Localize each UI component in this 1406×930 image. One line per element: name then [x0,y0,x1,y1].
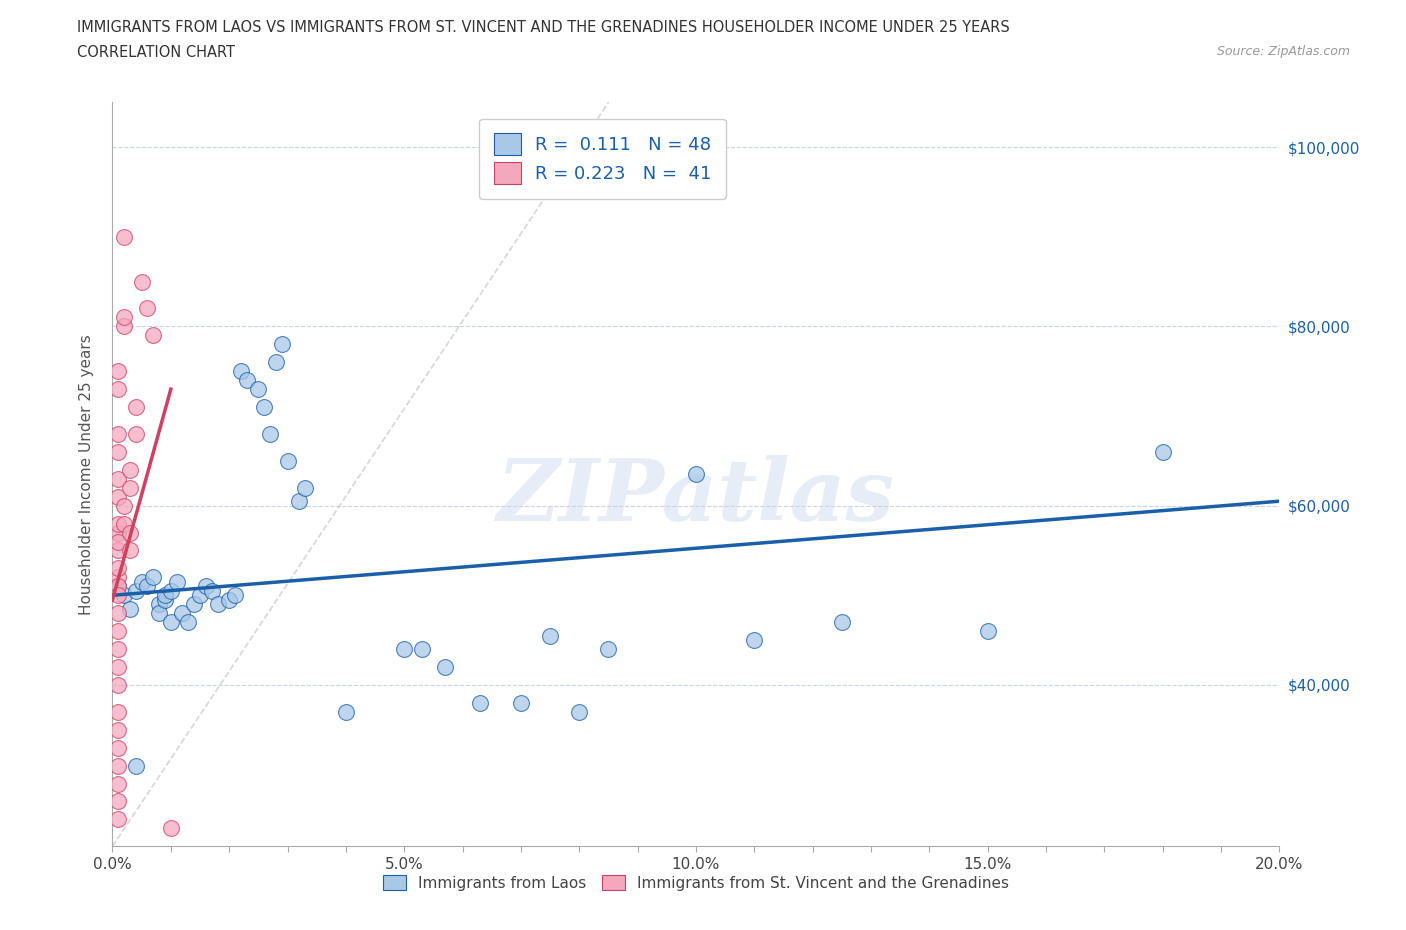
Point [235,373,257,388]
Point [142,328,165,343]
Point [831,615,853,630]
Point [136,301,159,316]
Point [107,427,129,442]
Point [264,355,287,370]
Text: ZIPatlas: ZIPatlas [496,455,896,538]
Point [125,583,148,598]
Point [153,588,176,603]
Point [125,758,148,773]
Point [148,597,170,612]
Point [112,319,135,334]
Point [224,588,246,603]
Point [107,678,129,693]
Point [253,400,276,415]
Point [270,337,292,352]
Point [112,230,135,245]
Y-axis label: Householder Income Under 25 years: Householder Income Under 25 years [79,334,94,615]
Point [188,588,211,603]
Point [136,578,159,593]
Point [107,740,129,755]
Point [112,498,135,513]
Point [276,454,298,469]
Point [685,467,707,482]
Point [172,605,194,620]
Point [107,605,129,620]
Point [598,642,620,657]
Point [107,489,129,504]
Point [107,794,129,809]
Point [194,578,217,593]
Point [118,480,141,495]
Point [107,561,129,576]
Point [107,525,129,540]
Point [107,445,129,459]
Point [538,628,561,643]
Point [118,602,141,617]
Point [118,525,141,540]
Text: CORRELATION CHART: CORRELATION CHART [77,45,235,60]
Text: IMMIGRANTS FROM LAOS VS IMMIGRANTS FROM ST. VINCENT AND THE GRENADINES HOUSEHOLD: IMMIGRANTS FROM LAOS VS IMMIGRANTS FROM … [77,20,1010,35]
Point [107,723,129,737]
Point [112,588,135,603]
Point [509,696,531,711]
Point [288,494,311,509]
Point [107,472,129,486]
Point [118,543,141,558]
Point [107,570,129,585]
Point [394,642,416,657]
Point [107,534,129,549]
Point [131,274,153,289]
Point [107,364,129,379]
Point [434,659,457,674]
Point [229,364,252,379]
Point [107,777,129,791]
Text: Source: ZipAtlas.com: Source: ZipAtlas.com [1216,45,1350,58]
Legend: Immigrants from Laos, Immigrants from St. Vincent and the Grenadines: Immigrants from Laos, Immigrants from St… [375,867,1017,898]
Point [107,588,129,603]
Point [160,583,183,598]
Point [294,480,316,495]
Point [107,543,129,558]
Point [112,516,135,531]
Point [976,624,998,639]
Point [107,578,129,593]
Point [131,575,153,590]
Point [160,615,183,630]
Point [153,592,176,607]
Point [107,812,129,827]
Point [411,642,433,657]
Point [207,597,229,612]
Point [107,516,129,531]
Point [1152,445,1174,459]
Point [107,578,129,593]
Point [468,696,491,711]
Point [335,704,357,719]
Point [125,427,148,442]
Point [112,310,135,325]
Point [118,462,141,477]
Point [107,758,129,773]
Point [247,381,270,396]
Point [107,659,129,674]
Point [568,704,591,719]
Point [259,427,281,442]
Point [142,570,165,585]
Point [107,704,129,719]
Point [166,575,188,590]
Point [125,400,148,415]
Point [177,615,200,630]
Point [183,597,205,612]
Point [218,592,240,607]
Point [742,632,765,647]
Point [107,381,129,396]
Point [107,624,129,639]
Point [148,605,170,620]
Point [160,821,183,836]
Point [107,642,129,657]
Point [201,583,224,598]
